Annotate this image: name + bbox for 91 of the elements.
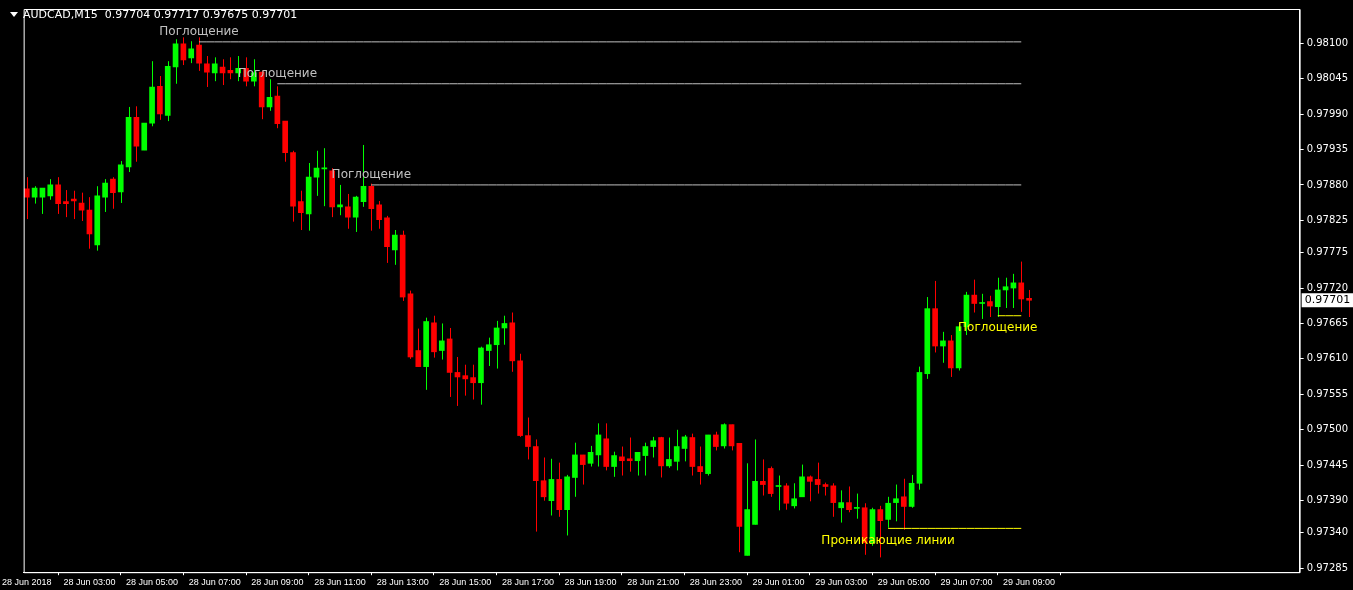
candlestick xyxy=(345,193,351,230)
x-tick-label: 28 Jun 21:00 xyxy=(627,577,680,588)
x-tick-label: 28 Jun 2018 xyxy=(2,577,52,588)
candlestick xyxy=(572,442,578,498)
y-tick-label: 0.97720 xyxy=(1306,281,1349,293)
candlestick xyxy=(838,489,844,524)
candlestick xyxy=(830,482,837,518)
series-label: Поглощение xyxy=(159,23,239,38)
candlestick xyxy=(438,322,445,361)
x-tick-label: 29 Jun 01:00 xyxy=(752,577,805,588)
candlestick xyxy=(485,337,492,367)
x-tick-label: 29 Jun 05:00 xyxy=(877,577,930,588)
y-tick-label: 0.97500 xyxy=(1306,423,1349,435)
candlestick xyxy=(626,437,633,473)
candlestick xyxy=(697,446,704,486)
candlestick xyxy=(102,178,108,213)
x-tick-label: 29 Jun 07:00 xyxy=(940,577,993,588)
x-tick-label: 28 Jun 19:00 xyxy=(564,577,617,588)
candlestick xyxy=(1002,277,1009,309)
y-tick-label: 0.97285 xyxy=(1306,561,1349,573)
candlestick xyxy=(47,178,54,201)
candlestick xyxy=(470,364,476,400)
candlestick xyxy=(853,493,860,520)
candlestick xyxy=(642,442,649,477)
candlestick xyxy=(979,293,985,320)
candlestick xyxy=(994,277,1001,318)
x-tick-label: 29 Jun 09:00 xyxy=(1003,577,1056,588)
x-tick-label: 29 Jun 03:00 xyxy=(815,577,868,588)
candlestick xyxy=(760,458,766,497)
candlestick xyxy=(391,229,398,266)
candlestick xyxy=(368,183,375,232)
candlestick xyxy=(791,482,797,509)
candlestick xyxy=(775,475,782,511)
candlestick xyxy=(619,446,625,477)
y-tick-label: 0.97990 xyxy=(1306,107,1349,119)
y-tick-label: 0.97825 xyxy=(1306,213,1349,225)
candlestick xyxy=(415,328,422,368)
candlestick xyxy=(211,56,218,82)
candlestick xyxy=(462,364,469,397)
candlestick xyxy=(110,176,116,210)
candlestick xyxy=(940,331,946,364)
candlestick xyxy=(799,464,805,498)
candlestick xyxy=(188,40,195,64)
candlestick xyxy=(321,147,328,207)
candlestick xyxy=(1018,261,1025,313)
text: 0.97701 xyxy=(1304,293,1351,307)
x-tick-label: 28 Jun 09:00 xyxy=(251,577,304,588)
x-tick-label: 28 Jun 17:00 xyxy=(501,577,554,588)
candlestick xyxy=(63,189,69,218)
candlestick xyxy=(713,431,719,451)
y-tick-label: 0.97880 xyxy=(1306,178,1349,190)
candlestick xyxy=(525,417,531,460)
candlestick xyxy=(587,445,594,468)
candlestick xyxy=(650,436,657,458)
candlestick xyxy=(1026,289,1032,318)
candlestick xyxy=(376,200,382,230)
y-tick-label: 0.97445 xyxy=(1306,458,1349,470)
y-tick-label: 0.97340 xyxy=(1306,526,1349,538)
y-tick-label: 0.98045 xyxy=(1306,72,1349,84)
x-tick-label: 28 Jun 05:00 xyxy=(126,577,179,588)
candlestick xyxy=(579,454,586,486)
candlestick xyxy=(987,295,993,318)
y-tick-label: 0.97775 xyxy=(1306,246,1349,258)
y-tick-label: 0.97610 xyxy=(1306,352,1349,364)
candlestick xyxy=(885,496,891,529)
candlestick xyxy=(807,475,813,502)
x-tick-label: 28 Jun 13:00 xyxy=(376,577,429,588)
y-tick-label: 0.97665 xyxy=(1306,317,1349,329)
y-tick-label: 0.97555 xyxy=(1306,387,1349,399)
candlestick xyxy=(673,429,680,471)
y-tick-label: 0.97935 xyxy=(1306,143,1349,155)
y-tick-label: 0.97390 xyxy=(1306,494,1349,506)
candlestick xyxy=(814,462,821,495)
x-tick-label: 28 Jun 11:00 xyxy=(314,577,366,588)
x-tick-label: 28 Jun 07:00 xyxy=(188,577,241,588)
candlestick xyxy=(313,150,320,197)
candlestick xyxy=(55,176,61,215)
candlestick xyxy=(900,478,907,531)
candlestick xyxy=(611,451,617,478)
candlestick xyxy=(971,279,978,314)
candlestick xyxy=(893,484,899,522)
candlestick xyxy=(666,437,672,469)
candlestick xyxy=(204,55,210,88)
candlestick xyxy=(720,422,727,449)
candlestick xyxy=(196,36,202,72)
candlestick xyxy=(846,486,852,513)
x-tick-label: 28 Jun 15:00 xyxy=(439,577,492,588)
y-tick-label: 0.98100 xyxy=(1306,36,1349,48)
candlestick xyxy=(298,190,304,231)
x-tick-label: 28 Jun 23:00 xyxy=(689,577,742,588)
x-tick-label: 28 Jun 03:00 xyxy=(63,577,116,588)
